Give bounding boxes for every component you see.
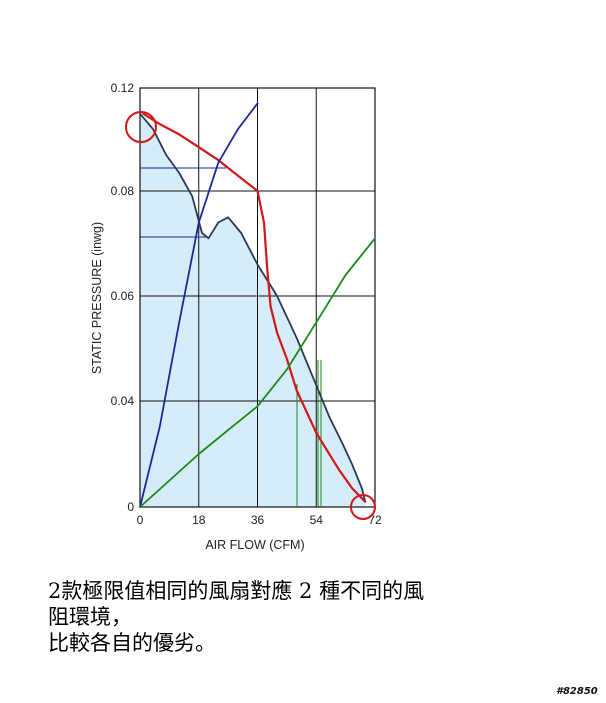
highlight-circle — [350, 494, 376, 520]
series-line-red — [142, 112, 367, 503]
y-tick-label: 0.04 — [111, 394, 135, 408]
fan-curve-fill — [140, 113, 366, 507]
caption-line-1: 2款極限值相同的風扇對應 2 種不同的風 — [48, 579, 425, 603]
series-line-dark — [139, 112, 367, 503]
y-axis-title: STATIC PRESSURE (inwg) — [90, 222, 104, 374]
watermark: #82850 — [556, 686, 598, 697]
caption-line-2: 阻環境， — [48, 605, 132, 629]
highlight-circle — [125, 111, 157, 143]
x-tick-label: 54 — [310, 513, 324, 527]
x-tick-label: 0 — [137, 513, 144, 527]
x-tick-label: 18 — [192, 513, 206, 527]
y-tick-label: 0 — [127, 500, 134, 514]
y-tick-label: 0.06 — [111, 289, 135, 303]
plot-frame — [139, 87, 376, 508]
x-tick-label: 36 — [251, 513, 265, 527]
caption-line-3: 比較各自的優劣。 — [48, 631, 216, 655]
series-line-blue — [139, 102, 259, 508]
y-tick-label: 0.08 — [111, 184, 135, 198]
x-tick-label: 72 — [368, 513, 382, 527]
plot-area: 0 18 36 54 72 0 0.04 0.06 0.08 0.12 — [111, 81, 382, 527]
caption: 2款極限值相同的風扇對應 2 種不同的風 阻環境， 比較各自的優劣。 — [48, 578, 568, 656]
x-axis-title: AIR FLOW (CFM) — [205, 538, 304, 552]
series-line-green — [139, 237, 376, 508]
y-tick-label: 0.12 — [111, 81, 135, 95]
